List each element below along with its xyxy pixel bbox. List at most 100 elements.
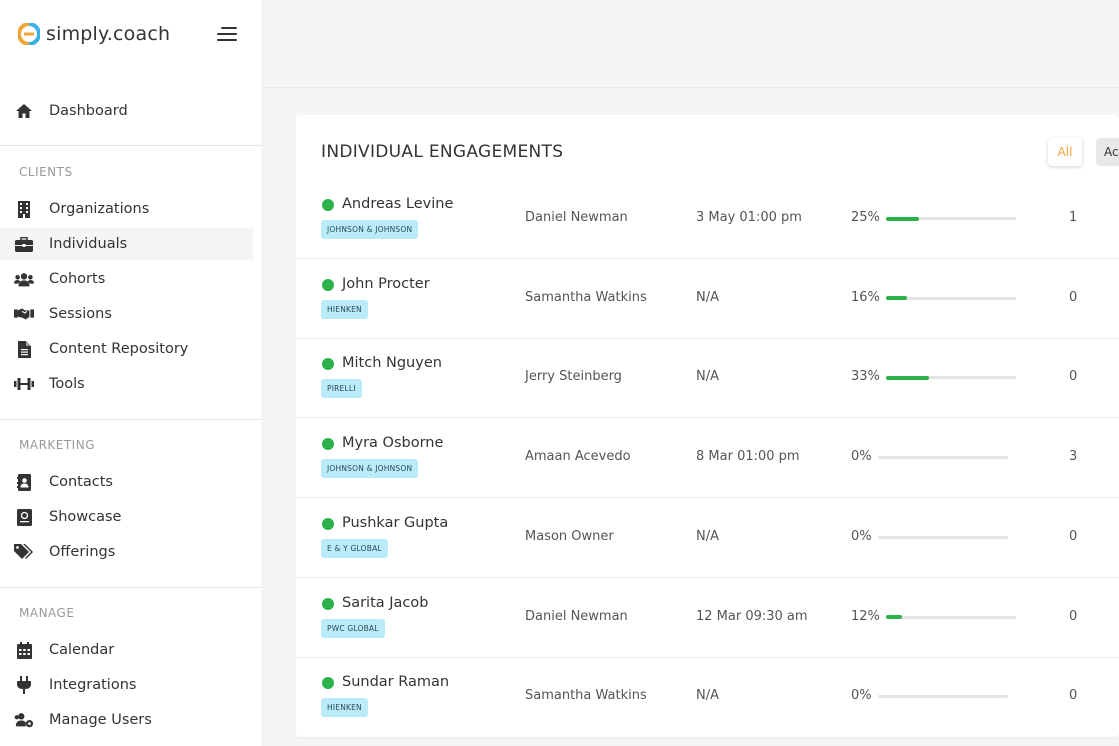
progress-bar xyxy=(886,296,1016,301)
progress-percent: 33% xyxy=(851,369,880,385)
progress-bar xyxy=(886,375,1016,380)
progress-percent: 12% xyxy=(851,608,880,624)
sidebar-item-integrations[interactable]: Integrations xyxy=(0,669,253,701)
table-row[interactable]: Myra Osborne JOHNSON & JOHNSON Amaan Aceve… xyxy=(296,418,1119,499)
progress-percent: 0% xyxy=(851,688,872,704)
logo-icon xyxy=(18,23,40,45)
divider xyxy=(0,587,263,588)
page-title: INDIVIDUAL ENGAGEMENTS xyxy=(321,142,564,162)
contact-card-icon xyxy=(14,472,34,492)
progress-percent: 0% xyxy=(851,449,872,465)
coach-name: Jerry Steinberg xyxy=(525,369,622,385)
top-bar xyxy=(263,0,1119,88)
client-name[interactable]: Mitch Nguyen xyxy=(342,355,442,372)
client-name[interactable]: Myra Osborne xyxy=(342,435,444,452)
progress-bar xyxy=(886,216,1016,221)
next-session: N/A xyxy=(696,528,719,544)
filter-active-button[interactable]: Ac xyxy=(1096,138,1119,166)
progress-bar-fill xyxy=(886,615,902,619)
sidebar-item-label: Manage Users xyxy=(49,712,152,728)
table-row[interactable]: Andreas Levine JOHNSON & JOHNSON Daniel Ne… xyxy=(296,179,1119,259)
sidebar-item-sessions[interactable]: Sessions xyxy=(0,298,253,330)
coach-name: Daniel Newman xyxy=(525,608,628,624)
session-count: 0 xyxy=(1069,369,1078,385)
sidebar-item-label: Cohorts xyxy=(49,271,106,287)
section-label-manage: MANAGE xyxy=(19,606,75,620)
progress-bar-fill xyxy=(886,216,919,221)
sidebar-item-label: Sessions xyxy=(49,306,112,322)
logo[interactable]: simply.coach xyxy=(18,22,170,46)
org-badge: JOHNSON & JOHNSON xyxy=(321,459,419,479)
status-dot xyxy=(322,358,334,371)
sidebar-item-individuals[interactable]: Individuals xyxy=(0,228,253,260)
sidebar-item-showcase[interactable]: Showcase xyxy=(0,501,253,533)
sidebar-item-label: Integrations xyxy=(49,677,137,693)
sidebar-item-label: Showcase xyxy=(49,509,122,525)
status-dot xyxy=(322,597,334,610)
progress-bar xyxy=(878,456,1008,460)
status-dot xyxy=(322,278,334,291)
org-badge: E & Y GLOBAL xyxy=(321,538,388,558)
sidebar-item-label: Contacts xyxy=(49,474,113,490)
sidebar-item-calendar[interactable]: Calendar xyxy=(0,634,253,666)
dumbbell-icon xyxy=(14,374,34,394)
status-dot xyxy=(322,199,334,211)
next-session: 12 Mar 09:30 am xyxy=(696,608,808,624)
table-row[interactable]: John Procter HIENKEN Samantha Watkins N/A 16… xyxy=(296,259,1119,339)
progress-percent: 16% xyxy=(851,289,880,305)
next-session: N/A xyxy=(696,688,719,704)
sidebar-item-organizations[interactable]: Organizations xyxy=(0,193,253,225)
org-badge: PIRELLI xyxy=(321,379,362,399)
sidebar-item-label: Organizations xyxy=(49,201,150,217)
sidebar-item-dashboard[interactable]: Dashboard xyxy=(0,95,253,127)
briefcase-icon xyxy=(14,234,34,254)
sidebar-item-label: Individuals xyxy=(49,236,128,252)
next-session: N/A xyxy=(696,369,719,385)
next-session: 3 May 01:00 pm xyxy=(696,210,802,225)
org-badge: HIENKEN xyxy=(321,698,368,718)
sidebar-item-content-repository[interactable]: Content Repository xyxy=(0,333,253,365)
sidebar-item-contacts[interactable]: Contacts xyxy=(0,466,253,498)
next-session: N/A xyxy=(696,289,719,305)
status-dot xyxy=(322,517,334,530)
client-name[interactable]: Sundar Raman xyxy=(342,674,450,691)
coach-name: Amaan Acevedo xyxy=(525,449,631,465)
client-name[interactable]: Pushkar Gupta xyxy=(342,514,449,531)
coach-name: Mason Owner xyxy=(525,528,614,544)
sidebar-item-tools[interactable]: Tools xyxy=(0,368,253,400)
handshake-icon xyxy=(14,304,34,324)
sidebar-item-label: Content Repository xyxy=(49,341,189,357)
client-name[interactable]: Sarita Jacob xyxy=(342,594,429,611)
org-badge: PWC GLOBAL xyxy=(321,618,385,638)
client-name[interactable]: Andreas Levine xyxy=(342,196,454,212)
progress-bar xyxy=(886,615,1016,619)
sidebar-item-label: Offerings xyxy=(49,544,116,560)
menu-toggle-icon[interactable] xyxy=(215,25,237,43)
coach-name: Samantha Watkins xyxy=(525,289,647,305)
calendar-icon xyxy=(14,640,34,660)
status-dot xyxy=(322,677,334,690)
org-badge: JOHNSON & JOHNSON xyxy=(321,220,419,239)
sidebar-item-offerings[interactable]: Offerings xyxy=(0,536,253,568)
sidebar-item-cohorts[interactable]: Cohorts xyxy=(0,263,253,295)
sidebar-item-manage-users[interactable]: Manage Users xyxy=(0,704,253,736)
filter-all-button[interactable]: All xyxy=(1048,138,1082,166)
session-count: 3 xyxy=(1069,449,1078,465)
users-cog-icon xyxy=(14,710,34,730)
table-row[interactable]: Pushkar Gupta E & Y GLOBAL Mason Owner N/A 0… xyxy=(296,498,1119,578)
plug-icon xyxy=(14,675,34,695)
tags-icon xyxy=(14,542,34,562)
engagements-card: INDIVIDUAL ENGAGEMENTS All Ac Andreas Le… xyxy=(296,115,1119,737)
sidebar-item-label: Dashboard xyxy=(49,103,128,119)
table-row[interactable]: Mitch Nguyen PIRELLI Jerry Steinberg N/A 33%… xyxy=(296,338,1119,419)
org-badge: HIENKEN xyxy=(321,299,368,319)
progress-bar-fill xyxy=(886,375,929,380)
table-row[interactable]: Sundar Raman HIENKEN Samantha Watkins N/A 0%… xyxy=(296,657,1119,737)
client-name[interactable]: John Procter xyxy=(342,275,430,292)
table-row[interactable]: Sarita Jacob PWC GLOBAL Daniel Newman 12 Ma… xyxy=(296,578,1119,658)
progress-percent: 0% xyxy=(851,528,872,544)
coach-name: Daniel Newman xyxy=(525,210,628,225)
app-name: simply.coach xyxy=(46,23,171,45)
divider xyxy=(0,145,263,146)
home-icon xyxy=(14,101,34,121)
